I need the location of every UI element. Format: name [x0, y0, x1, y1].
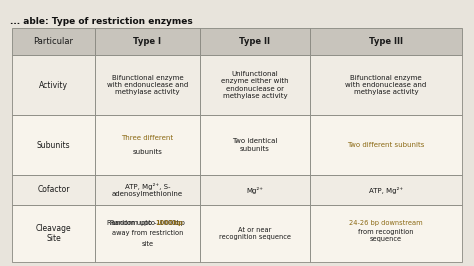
Text: Type II: Type II	[239, 37, 271, 46]
Text: Mg²⁺: Mg²⁺	[246, 186, 264, 193]
Text: At or near
recognition sequence: At or near recognition sequence	[219, 227, 291, 240]
Bar	[310, 205, 462, 262]
Text: Random upto -: Random upto -	[107, 221, 156, 227]
Bar	[310, 28, 462, 55]
Text: ... able: Type of restriction enzymes: ... able: Type of restriction enzymes	[10, 18, 193, 27]
Bar	[200, 115, 310, 175]
Text: from recognition
sequence: from recognition sequence	[358, 229, 414, 242]
Bar	[95, 205, 200, 262]
Bar	[200, 205, 310, 262]
Text: away from restriction: away from restriction	[112, 231, 183, 236]
Text: Type III: Type III	[369, 37, 403, 46]
Text: Unifunctional
enzyme either with
endonuclease or
methylase activity: Unifunctional enzyme either with endonuc…	[221, 71, 289, 99]
Text: subunits: subunits	[133, 149, 163, 155]
Text: Activity: Activity	[39, 81, 68, 89]
Text: Two different subunits: Two different subunits	[347, 142, 425, 148]
Bar	[200, 28, 310, 55]
Text: ATP, Mg²⁺, S-
adenosylmethionine: ATP, Mg²⁺, S- adenosylmethionine	[112, 183, 183, 197]
Bar	[95, 175, 200, 205]
Text: Random upto -1000bp: Random upto -1000bp	[110, 221, 185, 227]
Text: 24-26 bp downstream: 24-26 bp downstream	[349, 221, 423, 227]
Text: Three different: Three different	[121, 135, 173, 141]
Text: Bifunctional enzyme
with endonuclease and
methylase activity: Bifunctional enzyme with endonuclease an…	[107, 75, 188, 95]
Bar	[95, 115, 200, 175]
Bar	[200, 175, 310, 205]
Text: Particular: Particular	[34, 37, 73, 46]
Bar	[200, 55, 310, 115]
Text: Type I: Type I	[134, 37, 162, 46]
Text: Cleavage
Site: Cleavage Site	[36, 224, 71, 243]
Bar	[310, 55, 462, 115]
Text: Cofactor: Cofactor	[37, 185, 70, 194]
Bar	[310, 115, 462, 175]
Bar	[12, 28, 95, 55]
Bar	[12, 115, 95, 175]
Bar	[12, 55, 95, 115]
Bar	[12, 175, 95, 205]
Text: Bifunctional enzyme
with endonuclease and
methylase activity: Bifunctional enzyme with endonuclease an…	[346, 75, 427, 95]
Text: 1000bp: 1000bp	[155, 221, 183, 227]
Text: Two identical
subunits: Two identical subunits	[232, 138, 278, 152]
Text: Subunits: Subunits	[36, 140, 70, 149]
Bar	[310, 175, 462, 205]
Bar	[95, 55, 200, 115]
Bar	[12, 205, 95, 262]
Text: site: site	[141, 240, 154, 247]
Bar	[95, 28, 200, 55]
Text: ATP, Mg²⁺: ATP, Mg²⁺	[369, 186, 403, 193]
